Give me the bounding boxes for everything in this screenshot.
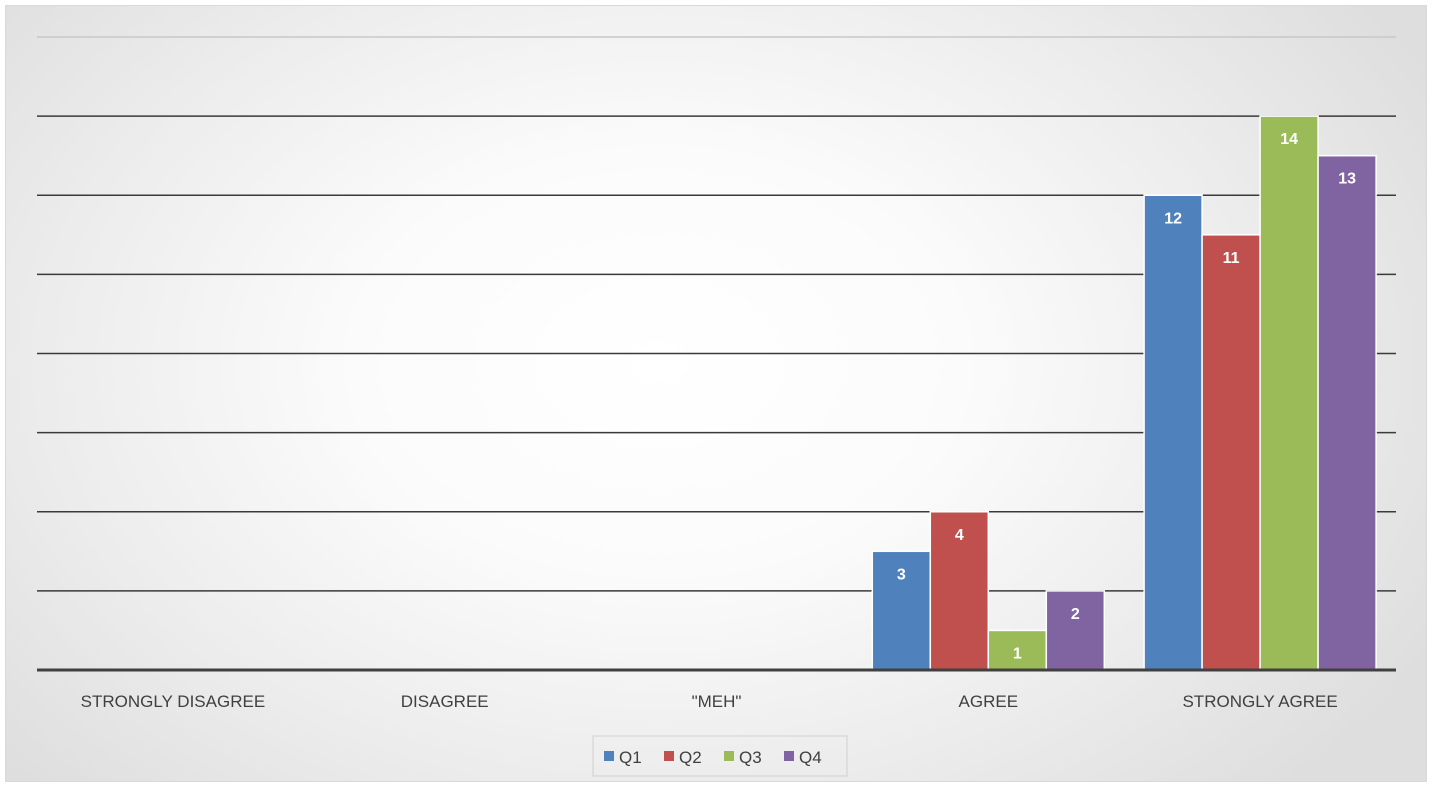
data-label-q2-4: 11 [1223, 250, 1240, 267]
legend-label-q4: Q4 [799, 748, 822, 767]
category-label: AGREE [959, 692, 1019, 711]
category-labels: STRONGLY DISAGREE DISAGREE "MEH" AGREE STRON… [81, 692, 1338, 711]
legend-swatch-q3 [724, 751, 734, 761]
category-label: STRONGLY DISAGREE [81, 692, 266, 711]
legend-label-q1: Q1 [619, 748, 642, 767]
legend-label-q3: Q3 [739, 748, 762, 767]
data-label-q3-4: 14 [1280, 131, 1298, 148]
data-label-q2-3: 4 [955, 527, 964, 544]
legend-box [592, 735, 848, 777]
category-label: DISAGREE [401, 692, 489, 711]
legend-swatch-q2 [664, 751, 674, 761]
category-label: "MEH" [692, 692, 742, 711]
data-label-q4-4: 13 [1338, 171, 1356, 188]
bar-q4-4 [1317, 154, 1377, 671]
bar-q1-4 [1143, 194, 1203, 671]
legend-swatch-q1 [604, 751, 614, 761]
legend-label-q2: Q2 [679, 748, 702, 767]
bar-q4-3 [1045, 590, 1106, 671]
data-label-q3-3: 1 [1013, 645, 1022, 662]
data-label-q4-3: 2 [1071, 606, 1080, 623]
legend: Q1 Q2 Q3 Q4 [592, 735, 848, 777]
legend-swatch-q4 [784, 751, 794, 761]
category-label: STRONGLY AGREE [1182, 692, 1337, 711]
bar-q2-4 [1201, 234, 1261, 671]
bar-q2-3 [929, 511, 990, 671]
data-label-q1-4: 12 [1164, 210, 1182, 227]
data-label-q1-3: 3 [897, 566, 906, 583]
bar-q3-4 [1259, 115, 1319, 671]
